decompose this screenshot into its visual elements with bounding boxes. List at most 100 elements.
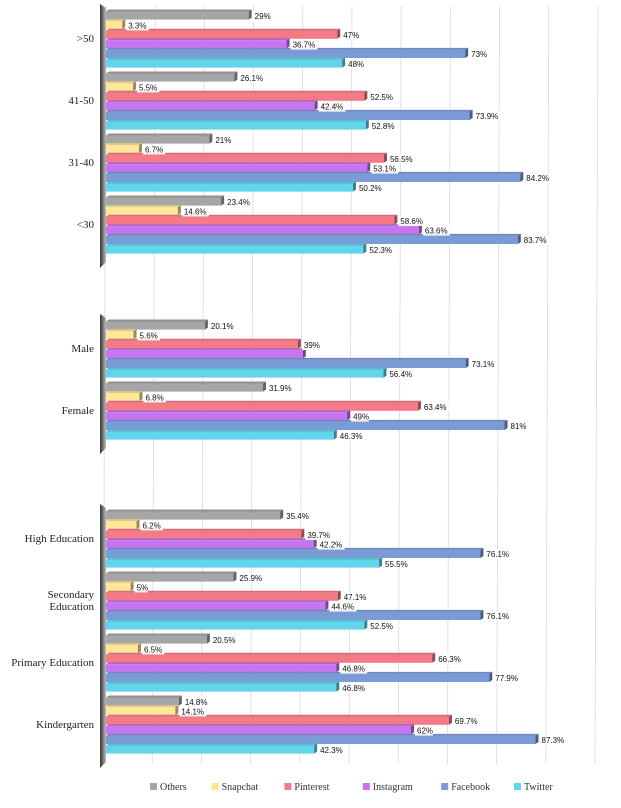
bar-pinterest: [106, 592, 338, 601]
bar-top-face: [106, 90, 368, 93]
data-label-bg: [225, 196, 253, 207]
data-label-bg: [329, 601, 357, 612]
category-label: Male: [71, 343, 94, 355]
bar-instagram: [106, 726, 412, 735]
bar-end-face: [136, 519, 140, 530]
gridline: [299, 5, 304, 764]
bar-top-face: [106, 571, 237, 574]
bar-end-face: [364, 90, 368, 101]
bar-twitter: [106, 245, 364, 254]
bar-top-face: [106, 162, 371, 165]
data-label: 46.3%: [340, 432, 363, 441]
bar-others: [106, 635, 207, 644]
gridline: [594, 5, 599, 764]
bar-twitter: [106, 121, 366, 130]
data-label-bg: [422, 225, 450, 236]
bar-end-face: [280, 509, 284, 520]
bar-instagram: [106, 412, 348, 421]
axis-wall: [100, 314, 106, 454]
bar-end-face: [333, 429, 337, 440]
bar-pinterest: [106, 30, 338, 39]
data-label-bg: [473, 111, 501, 122]
bar-end-face: [297, 338, 301, 349]
data-label: 5.5%: [139, 83, 157, 92]
data-label: 6.5%: [144, 645, 162, 654]
gridline: [496, 5, 501, 764]
bar-end-face: [520, 171, 524, 182]
bar-end-face: [138, 143, 142, 154]
bar-top-face: [106, 538, 317, 541]
bar-end-face: [130, 581, 134, 592]
data-label: 25.9%: [239, 574, 262, 583]
data-label: 42.4%: [321, 103, 344, 112]
bar-end-face: [233, 571, 237, 582]
bar-end-face: [535, 733, 539, 744]
category-label: Secondary Education: [48, 589, 95, 613]
bar-end-face: [313, 538, 317, 549]
bar-top-face: [106, 419, 508, 422]
bar-top-face: [106, 57, 346, 60]
bar-top-face: [106, 171, 524, 174]
bar-twitter: [106, 369, 384, 378]
bar-top-face: [106, 519, 140, 522]
y-axis: [100, 4, 106, 768]
bar-top-face: [106, 557, 383, 560]
bar-snapchat: [106, 645, 138, 654]
data-label: 76.1%: [486, 612, 509, 621]
category-label: Female: [62, 405, 94, 417]
legend-label-pinterest: Pinterest: [294, 782, 329, 793]
data-label: 6.7%: [145, 145, 163, 154]
bar-others: [106, 383, 263, 392]
bar-pinterest: [106, 216, 395, 225]
data-label: 23.4%: [227, 198, 250, 207]
data-label: 69.7%: [455, 717, 478, 726]
bar-end-face: [133, 329, 137, 340]
data-label-bg: [252, 10, 271, 21]
data-label: 42.3%: [320, 746, 343, 755]
axis-wall: [100, 504, 106, 768]
bar-top-face: [106, 348, 306, 351]
bar-top-face: [106, 367, 387, 370]
bar-top-face: [106, 214, 398, 217]
bar-top-face: [106, 609, 484, 612]
bar-end-face: [314, 100, 318, 111]
legend: Others Snapchat Pinterest Instagram Facebook…: [150, 782, 553, 793]
category-label: >50: [77, 33, 95, 45]
bar-top-face: [106, 410, 351, 413]
bar-facebook: [106, 735, 536, 744]
bar-pinterest: [106, 716, 449, 725]
bar-others: [106, 573, 234, 582]
data-label: 56.4%: [389, 370, 412, 379]
bar-instagram: [106, 226, 419, 235]
bar-end-face: [448, 714, 452, 725]
data-label: 73.9%: [476, 112, 499, 121]
data-label-bg: [521, 235, 549, 246]
bar-twitter: [106, 59, 343, 68]
data-label-bg: [290, 39, 318, 50]
data-label-bg: [318, 744, 346, 755]
data-label-bg: [415, 725, 433, 736]
bar-instagram: [106, 540, 314, 549]
gridline: [545, 5, 550, 764]
bar-twitter: [106, 559, 380, 568]
data-label: 52.5%: [370, 622, 393, 631]
data-label: 29%: [255, 12, 271, 21]
bar-facebook: [106, 611, 481, 620]
data-label: 66.3%: [438, 655, 461, 664]
bar-facebook: [106, 673, 490, 682]
data-label: 55.5%: [385, 560, 408, 569]
bar-end-face: [465, 47, 469, 58]
data-label-bg: [181, 206, 209, 217]
data-label: 21%: [215, 136, 231, 145]
bar-top-face: [106, 695, 182, 698]
bar-end-face: [336, 681, 340, 692]
data-label-bg: [137, 82, 160, 93]
gridline: [446, 5, 451, 764]
bar-others: [106, 135, 210, 144]
legend-swatch-facebook: [441, 783, 449, 790]
bar-top-face: [106, 81, 137, 84]
legend-swatch-twitter: [514, 783, 521, 790]
legend-swatch-pinterest: [284, 783, 292, 790]
data-label-bg: [452, 716, 480, 726]
bar-end-face: [489, 671, 493, 682]
